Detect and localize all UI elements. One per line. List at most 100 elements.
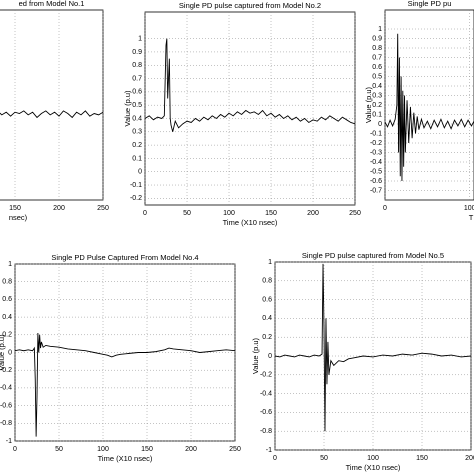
y-tick-label: -0.2 — [130, 195, 142, 202]
x-tick-label: 50 — [183, 210, 191, 217]
y-tick-label: 0.3 — [372, 92, 382, 99]
y-tick-label: 0.8 — [132, 62, 142, 69]
plot-area — [144, 11, 356, 206]
x-axis-label: Time (X10 nsec) — [346, 463, 401, 472]
x-tick-label: 150 — [141, 446, 153, 453]
x-axis-label: nsec) — [9, 213, 28, 222]
y-tick-label: 0 — [8, 349, 12, 356]
y-tick-label: 0.9 — [132, 49, 142, 56]
y-tick-label: 0.6 — [2, 296, 12, 303]
x-tick-label: 100 — [464, 205, 474, 212]
data-line — [275, 263, 471, 432]
y-tick-label: -1 — [266, 447, 272, 454]
y-tick-label: 0.1 — [372, 111, 382, 118]
chart-title: Single PD pu — [408, 0, 452, 8]
y-tick-label: -0.2 — [370, 140, 382, 147]
panel: 0 50 100 150 200 250 1 0.9 0.8 0.7 0.6 0.5 0.4 0.3 0.2… — [123, 1, 361, 227]
y-tick-label: -0.6 — [0, 402, 12, 409]
y-tick-label: 0 — [378, 121, 382, 128]
y-axis-label: Value (p.u) — [0, 334, 6, 371]
y-tick-label: 0.5 — [132, 102, 142, 109]
chart-title: ed from Model No.1 — [19, 0, 85, 8]
panel: 0 100 1 0.9 0.8 0.7 0.6 0.5 0.4 0.3 0.2 0.1 0 -0.1 -0.… — [364, 0, 474, 222]
y-tick-label: -0.3 — [370, 149, 382, 156]
y-tick-label: 0.2 — [2, 332, 12, 339]
y-tick-label: -0.2 — [0, 367, 12, 374]
chart-title: Single PD pulse captured from Model No.2 — [179, 1, 321, 10]
y-tick-label: -0.6 — [370, 178, 382, 185]
y-tick-label: 0.8 — [372, 45, 382, 52]
data-line — [0, 110, 103, 119]
y-tick-label: -0.4 — [260, 390, 272, 397]
y-tick-label: 0.4 — [372, 83, 382, 90]
y-tick-label: 0.2 — [262, 334, 272, 341]
y-tick-label: 0.6 — [132, 89, 142, 96]
y-tick-label: 0.3 — [132, 129, 142, 136]
data-line — [145, 38, 355, 132]
y-tick-label: 1 — [138, 35, 142, 42]
x-tick-label: 200 — [185, 446, 197, 453]
y-tick-label: 1 — [8, 261, 12, 268]
x-axis-label: Time (X10 nsec) — [223, 218, 278, 227]
y-tick-label: 0 — [138, 169, 142, 176]
y-tick-label: -0.8 — [0, 420, 12, 427]
y-tick-label: 0.8 — [262, 278, 272, 285]
x-tick-label: 250 — [229, 446, 241, 453]
x-tick-label: 200 — [53, 205, 65, 212]
y-tick-label: 0.4 — [2, 314, 12, 321]
y-tick-label: 0.4 — [262, 315, 272, 322]
y-tick-label: 0.2 — [372, 102, 382, 109]
x-tick-label: 200 — [307, 210, 319, 217]
y-tick-label: 0.6 — [372, 64, 382, 71]
x-tick-label: 150 — [416, 455, 428, 462]
panel: 0 50 100 150 200 1 0.8 0.6 0.4 0.2 0 -0.2 -0.4 -0.6 -0… — [251, 251, 474, 472]
x-tick-label: 100 — [367, 455, 379, 462]
x-tick-label: 0 — [13, 446, 17, 453]
y-tick-label: -0.7 — [370, 187, 382, 194]
y-tick-label: -1 — [6, 438, 12, 445]
x-axis-label: T — [469, 213, 474, 222]
plot-area — [0, 9, 104, 201]
x-tick-label: 150 — [9, 205, 21, 212]
x-tick-label: 200 — [465, 455, 474, 462]
data-line — [385, 33, 474, 182]
y-tick-label: 1 — [268, 259, 272, 266]
y-tick-label: 0.6 — [262, 296, 272, 303]
y-tick-label: 0.2 — [132, 142, 142, 149]
x-tick-label: 100 — [97, 446, 109, 453]
x-tick-label: 150 — [265, 210, 277, 217]
x-tick-label: 50 — [55, 446, 63, 453]
x-tick-label: 50 — [320, 455, 328, 462]
y-tick-label: 0.7 — [132, 75, 142, 82]
panel: 0 50 100 150 200 250 1 0.8 0.6 0.4 0.2 0 -0.2 -0.4 -0.… — [0, 253, 241, 463]
y-axis-label: Value (p.u) — [123, 90, 132, 127]
y-tick-label: -0.1 — [370, 130, 382, 137]
y-tick-label: 0.1 — [132, 155, 142, 162]
y-tick-label: -0.6 — [260, 409, 272, 416]
y-tick-label: -0.2 — [260, 372, 272, 379]
y-tick-label: 0.5 — [372, 73, 382, 80]
y-tick-label: 0.7 — [372, 54, 382, 61]
x-tick-label: 0 — [383, 205, 387, 212]
y-tick-label: 0 — [268, 353, 272, 360]
y-tick-label: 0.4 — [132, 115, 142, 122]
x-tick-label: 100 — [223, 210, 235, 217]
panel: 150 200 250 ed from Model No.1 nsec) — [0, 0, 109, 222]
y-tick-label: 0.9 — [372, 35, 382, 42]
chart-title: Single PD pulse captured from Model No.5 — [302, 251, 444, 260]
y-tick-label: 0.8 — [2, 279, 12, 286]
y-tick-label: -0.5 — [370, 168, 382, 175]
x-tick-label: 0 — [273, 455, 277, 462]
y-axis-label: Value (p.u) — [251, 337, 260, 374]
x-tick-label: 250 — [349, 210, 361, 217]
chart-title: Single PD Pulse Captured From Model No.4 — [51, 253, 198, 262]
y-tick-label: -0.4 — [0, 385, 12, 392]
y-tick-label: 1 — [378, 26, 382, 33]
y-axis-label: Value (p.u) — [364, 86, 373, 123]
x-axis-label: Time (X10 nsec) — [98, 454, 153, 463]
x-tick-label: 250 — [97, 205, 109, 212]
data-line — [15, 333, 235, 437]
y-tick-label: -0.1 — [130, 182, 142, 189]
